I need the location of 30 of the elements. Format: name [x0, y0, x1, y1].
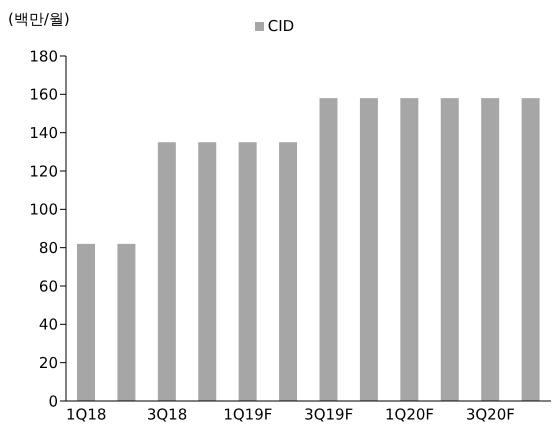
y-tick-label: 100 — [29, 200, 58, 219]
bar — [481, 98, 500, 401]
bar — [158, 142, 176, 401]
y-tick-label: 20 — [38, 354, 58, 372]
bar — [198, 142, 216, 401]
y-tick-label: 160 — [29, 86, 58, 104]
bar — [400, 98, 418, 401]
y-axis-title: (백만/월) — [8, 10, 70, 29]
bar — [522, 98, 540, 401]
x-tick-label: 3Q20F — [466, 406, 515, 424]
bar — [117, 244, 136, 401]
y-tick-label: 80 — [38, 238, 58, 257]
y-tick-label: 40 — [38, 316, 58, 334]
y-tick-label: 140 — [29, 124, 58, 142]
y-tick-label: 0 — [48, 392, 58, 410]
legend-label: CID — [268, 17, 294, 35]
y-tick-label: 60 — [38, 277, 58, 296]
x-tick-label: 3Q18 — [146, 406, 188, 424]
x-tick-label: 3Q19F — [304, 406, 354, 424]
bar — [360, 98, 378, 401]
bar — [320, 98, 338, 401]
bar — [77, 244, 95, 401]
bar — [279, 142, 298, 401]
bar — [440, 98, 459, 401]
x-tick-label: 1Q20F — [385, 406, 434, 424]
y-tick-label: 180 — [29, 47, 58, 66]
y-tick-label: 120 — [29, 162, 58, 180]
bar — [238, 142, 257, 401]
x-tick-label: 1Q19F — [223, 406, 272, 424]
x-tick-label: 1Q18 — [66, 406, 106, 424]
